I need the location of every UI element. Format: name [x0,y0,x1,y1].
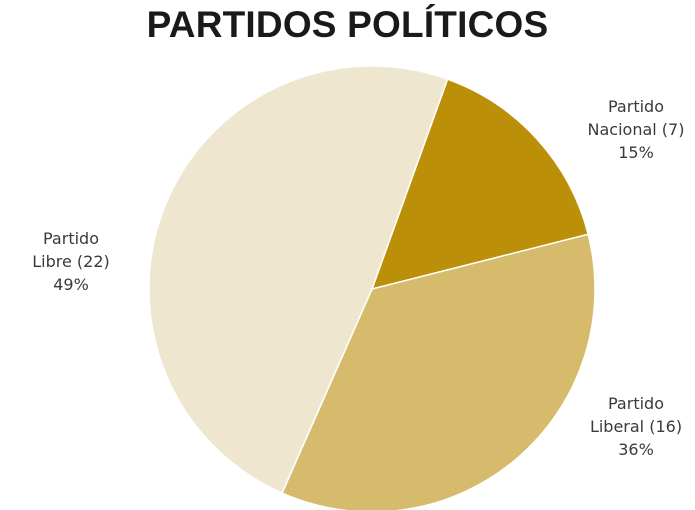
pie-slice-liberal [281,233,596,510]
slice-label-nacional-line2: Nacional (7) [587,120,685,139]
slice-label-liberal: Partido Liberal (16) 36% [572,392,695,461]
slice-label-libre-line1: Partido [43,229,99,248]
slice-label-liberal-line1: Partido [608,394,664,413]
slice-label-liberal-line2: Liberal (16) [589,417,683,436]
chart-title: PARTIDOS POLÍTICOS [146,4,549,45]
slice-label-nacional-line1: Partido [608,97,664,116]
pie-slice-nacional [370,78,590,291]
slice-label-libre-percent: 49% [53,275,89,294]
slice-label-libre-line2: Libre (22) [32,252,110,271]
slice-label-nacional-percent: 15% [618,143,654,162]
slice-label-liberal-percent: 36% [618,440,654,459]
pie-slice-libre [148,65,449,495]
slice-label-libre: Partido Libre (22) 49% [18,227,124,296]
slice-label-nacional: Partido Nacional (7) 15% [572,95,695,164]
